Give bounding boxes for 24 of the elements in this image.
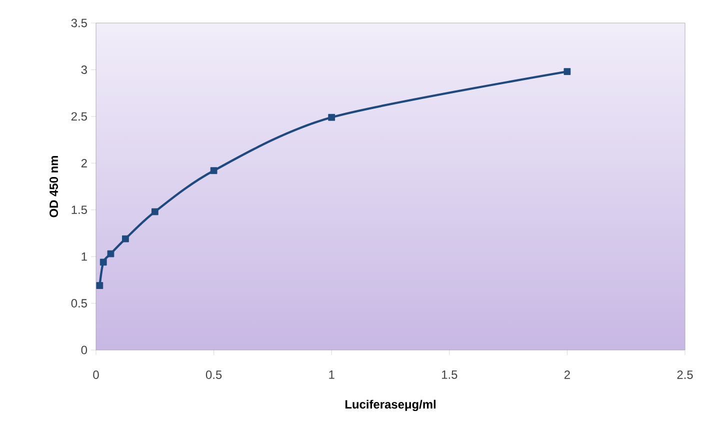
y-tick-label: 2 [81, 158, 87, 168]
y-tick-label: 0.5 [71, 299, 87, 308]
x-tick-label: 2.5 [677, 370, 693, 379]
y-tick-label: 0 [81, 346, 88, 354]
y-tick-label: 2.5 [71, 112, 87, 121]
x-tick-label: 1 [329, 370, 334, 379]
y-axis-title: OD 450 nm [50, 156, 58, 218]
y-tick-label: 1 [82, 252, 87, 261]
x-tick-label: 2 [564, 370, 570, 379]
point [328, 114, 336, 121]
point [151, 208, 158, 216]
point [564, 68, 571, 76]
y-tick-label: 3.5 [71, 18, 87, 28]
point [107, 250, 114, 258]
point [96, 282, 104, 289]
x-tick-label: 0.5 [206, 370, 222, 379]
point [210, 167, 218, 174]
point [122, 235, 129, 242]
y-tick-label: 3 [81, 65, 87, 74]
point [100, 258, 107, 266]
x-tick-label: 1.5 [442, 370, 458, 379]
y-tick-label: 1.5 [72, 206, 87, 214]
x-axis-title: Luciferaseμg/ml [345, 400, 436, 412]
x-tick-label: 0 [93, 370, 99, 379]
